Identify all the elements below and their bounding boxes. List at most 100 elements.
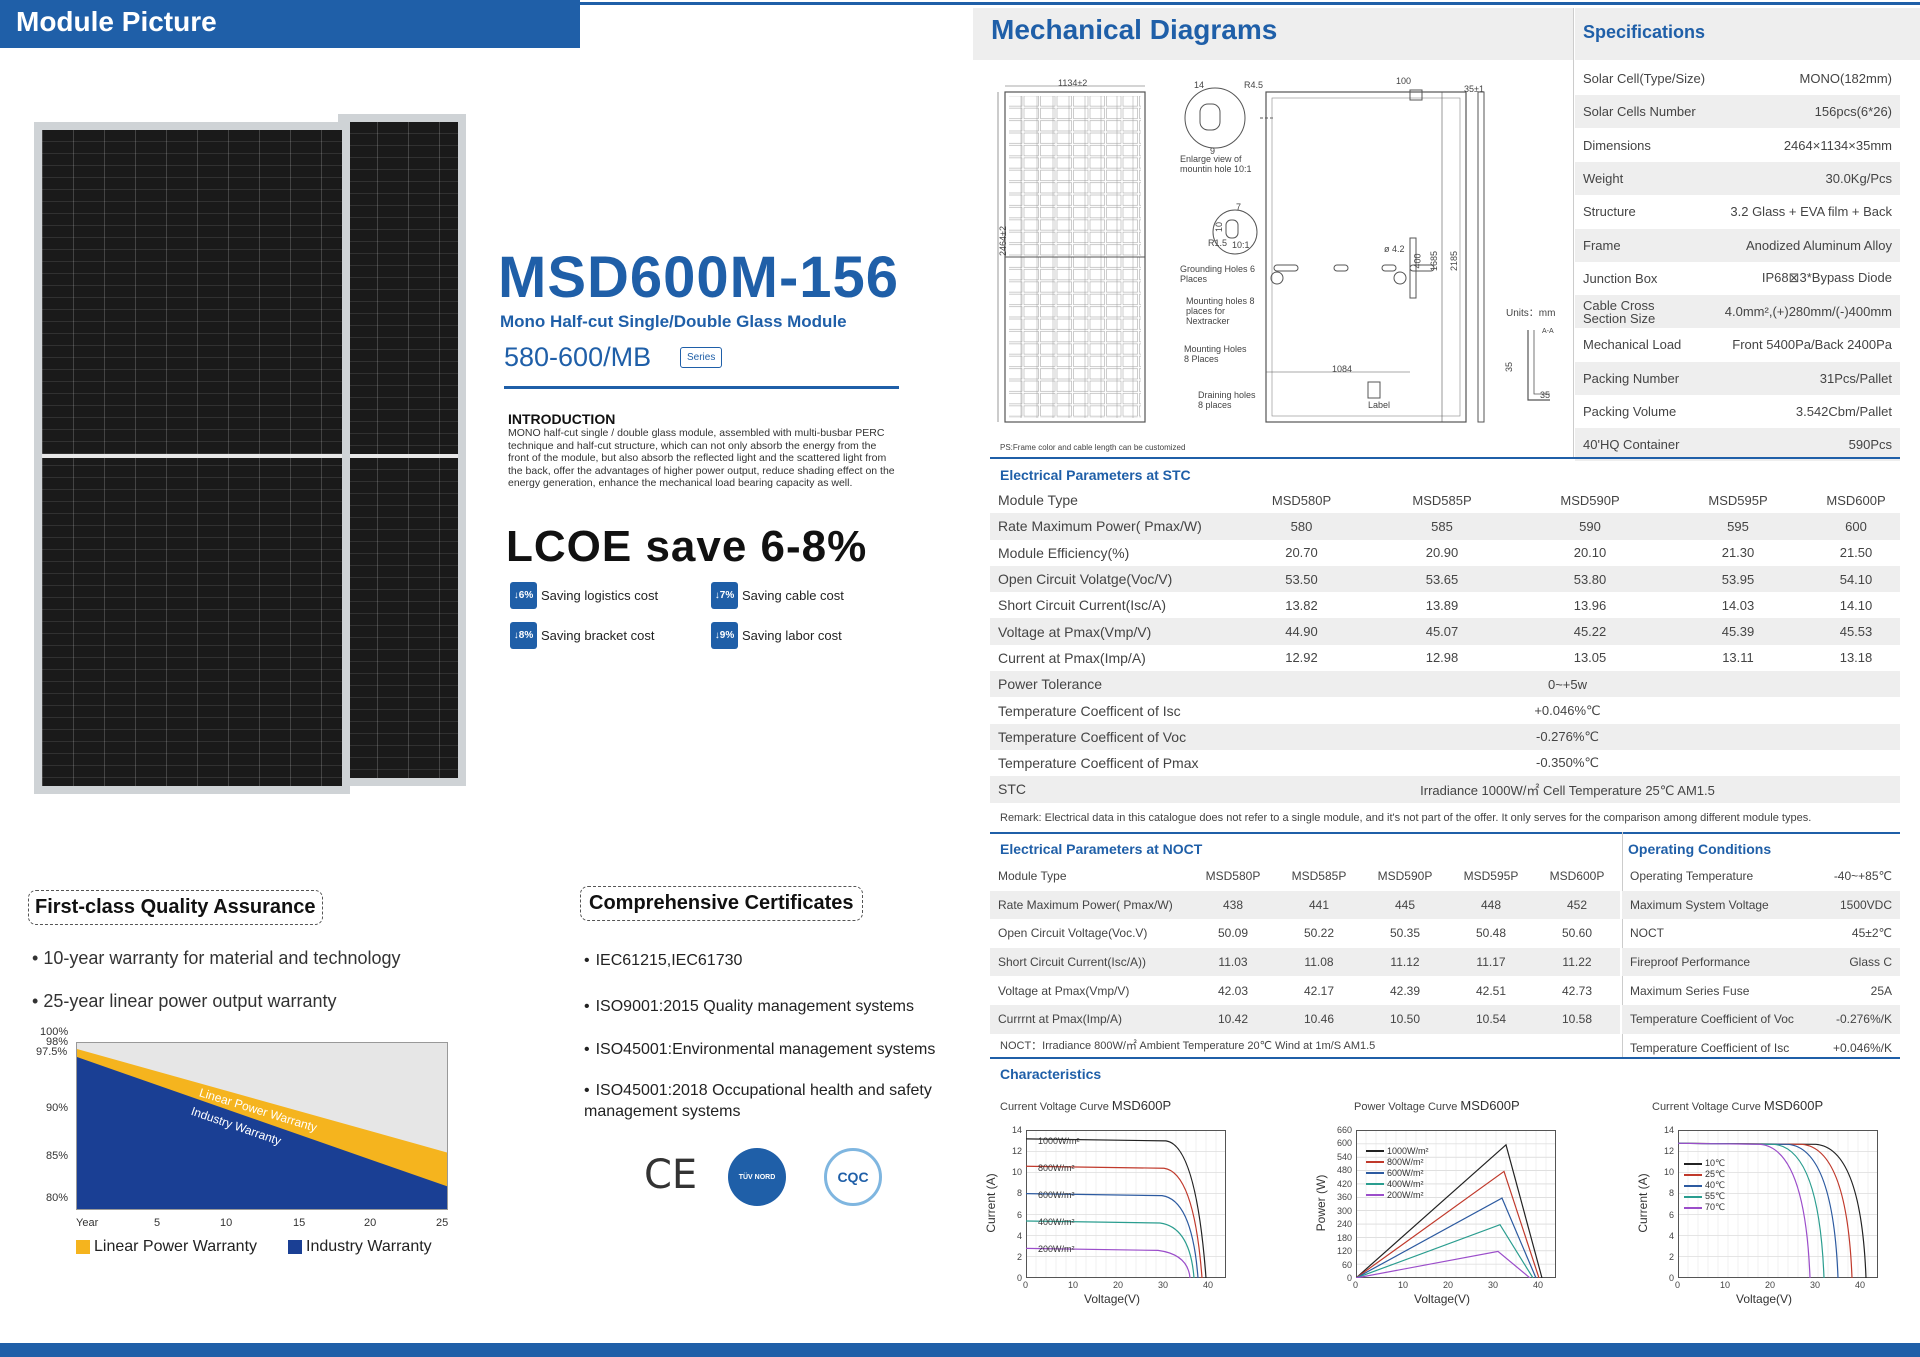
noct-header-cell: MSD590P <box>1377 869 1433 884</box>
char-x-tick: 40 <box>1533 1280 1544 1290</box>
mounting-nextracker-label: Mounting holes 8 places for Nextracker <box>1186 296 1255 326</box>
model-divider <box>504 386 899 389</box>
spec-key: Cable Cross Section Size <box>1583 297 1656 326</box>
saving-labor: ↓9% Saving labor cost <box>711 622 842 649</box>
spec-row: Packing Volume 3.542Cbm/Pallet <box>1575 395 1900 428</box>
char-legend-item: 10℃ <box>1684 1158 1725 1169</box>
down-arrow-icon: ↓6% <box>510 582 537 609</box>
char-chart-plot <box>1678 1130 1878 1278</box>
spec-key: Packing Volume <box>1583 404 1677 419</box>
legend-swatch <box>1684 1206 1702 1209</box>
char-y-tick: 10 <box>1011 1167 1022 1178</box>
char-curve <box>1678 1142 1811 1278</box>
char-y-tick: 12 <box>1663 1146 1674 1157</box>
dim-width: 1134±2 <box>1058 78 1088 88</box>
noct-cell: 438 <box>1190 890 1276 920</box>
operating-row: Operating Temperature -40~+85℃ <box>1622 862 1900 891</box>
warranty-y-tick: 98% <box>46 1036 69 1048</box>
char-curve <box>1356 1143 1543 1278</box>
stc-cell: STC <box>990 776 1235 803</box>
char-x-tick: 20 <box>1443 1280 1454 1290</box>
char-y-tick: 8 <box>1016 1188 1022 1199</box>
noct-rule <box>990 832 1900 834</box>
warranty-y-tick: 90% <box>46 1102 69 1114</box>
char-legend-item: 25℃ <box>1684 1169 1725 1180</box>
stc-cell: 12.98 <box>1425 650 1459 666</box>
legend-swatch <box>1366 1172 1384 1174</box>
char-y-label: Current (A) <box>984 1173 998 1233</box>
stc-cell: 21.50 <box>1839 545 1873 561</box>
char-y-tick: 420 <box>1336 1178 1352 1189</box>
certificate-item: ISO9001:2015 Quality management systems <box>584 996 914 1017</box>
stc-cell: Voltage at Pmax(Vmp/V) <box>990 618 1235 645</box>
char-legend-item: 1000W/m² <box>1366 1146 1429 1156</box>
char-x-label: Voltage(V) <box>1414 1292 1471 1306</box>
char-legend-item: 800W/m² <box>1366 1157 1424 1167</box>
operating-row: NOCT 45±2℃ <box>1622 919 1900 948</box>
char-y-tick: 14 <box>1011 1125 1022 1135</box>
stc-span-cell: Irradiance 1000W/㎡ Cell Temperature 25℃ … <box>1235 776 1900 803</box>
spec-row: Cable Cross Section Size 4.0mm²,(+)280mm/… <box>1575 295 1900 329</box>
operating-divider <box>1622 832 1623 1057</box>
legend-swatch <box>1366 1150 1384 1152</box>
char-y-tick: 6 <box>1668 1209 1674 1220</box>
char-y-tick: 0 <box>1016 1273 1022 1283</box>
draining-label: Draining holes 8 places <box>1198 390 1256 410</box>
noct-cell: 10.50 <box>1362 1004 1448 1034</box>
char-x-tick: 40 <box>1855 1280 1866 1290</box>
char-x-tick: 0 <box>1675 1280 1681 1290</box>
operating-value: 1500VDC <box>1839 897 1892 912</box>
noct-cell: 441 <box>1276 890 1362 920</box>
spec-key: 40'HQ Container <box>1583 437 1680 453</box>
stc-row: Module Efficiency(%) 20.70 20.90 20.10 21.30… <box>990 540 1900 566</box>
char-x-tick: 20 <box>1113 1280 1124 1290</box>
intro-text: MONO half-cut single / double glass modu… <box>508 427 895 489</box>
spec-value: 30.0Kg/Pcs <box>1825 170 1893 186</box>
spec-key: Frame <box>1583 237 1621 253</box>
spec-row: Frame Anodized Aluminum Alloy <box>1575 228 1900 262</box>
warranty-x-tick: 15 <box>293 1217 306 1229</box>
stc-cell: 53.65 <box>1368 565 1516 593</box>
char-curve <box>1356 1250 1531 1278</box>
series-badge: Series <box>680 347 723 368</box>
char-curve <box>1678 1142 1853 1278</box>
char-y-tick: 4 <box>1668 1230 1674 1241</box>
stc-cell: Open Circuit Volatge(Voc/V) <box>990 565 1235 593</box>
model-name: MSD600M-156 <box>498 245 900 310</box>
stc-cell: 20.90 <box>1425 545 1459 561</box>
char-y-label: Power (W) <box>1314 1174 1328 1232</box>
tuv-logo: TÜV NORD <box>728 1148 786 1206</box>
quality-bullet: • 25-year linear power output warranty <box>32 991 337 1011</box>
stc-cell: 12.92 <box>1285 650 1318 666</box>
char-x-tick: 30 <box>1158 1280 1169 1290</box>
dim-1084: 1084 <box>1332 364 1353 374</box>
certificate-item: ISO45001:2018 Occupational health and sa… <box>584 1080 964 1122</box>
noct-cell: 448 <box>1448 890 1534 920</box>
stc-cell: 45.39 <box>1664 618 1812 645</box>
power-range: 580-600/MB <box>504 342 652 372</box>
stc-header-cell: MSD595P <box>1708 492 1768 508</box>
stc-cell: 45.53 <box>1812 618 1900 645</box>
dim-r15: R1.5 <box>1208 238 1228 248</box>
noct-row: Currrnt at Pmax(Imp/A) 10.42 10.46 10.50 10.… <box>990 1004 1620 1034</box>
char-curve <box>1026 1165 1203 1278</box>
warranty-y-tick: 80% <box>46 1192 69 1204</box>
spec-key: Mechanical Load <box>1583 337 1682 353</box>
stc-table: Module Type MSD580P MSD585P MSD590P MSD595P M… <box>990 487 1900 803</box>
char-y-tick: 0 <box>1668 1273 1674 1283</box>
stc-header-cell: MSD590P <box>1560 492 1620 508</box>
noct-cell: 42.39 <box>1389 983 1421 998</box>
warranty-x-tick: 20 <box>364 1217 377 1229</box>
mechanical-title: Mechanical Diagrams <box>991 14 1278 45</box>
model-subtitle: Mono Half-cut Single/Double Glass Module <box>500 312 847 331</box>
stc-cell: 13.05 <box>1573 650 1607 666</box>
noct-cell: 11.12 <box>1362 947 1448 977</box>
char-y-tick: 120 <box>1336 1246 1352 1257</box>
specifications-title: Specifications <box>1583 22 1706 42</box>
stc-cell: 20.70 <box>1285 545 1318 561</box>
char-legend-item: 600W/m² <box>1366 1168 1424 1178</box>
dim-height: 2464±2 <box>997 226 1008 256</box>
operating-value: -0.276%/K <box>1835 1012 1892 1027</box>
specifications-header <box>1575 8 1920 60</box>
stc-remark: Remark: Electrical data in this catalogu… <box>1000 812 1812 824</box>
